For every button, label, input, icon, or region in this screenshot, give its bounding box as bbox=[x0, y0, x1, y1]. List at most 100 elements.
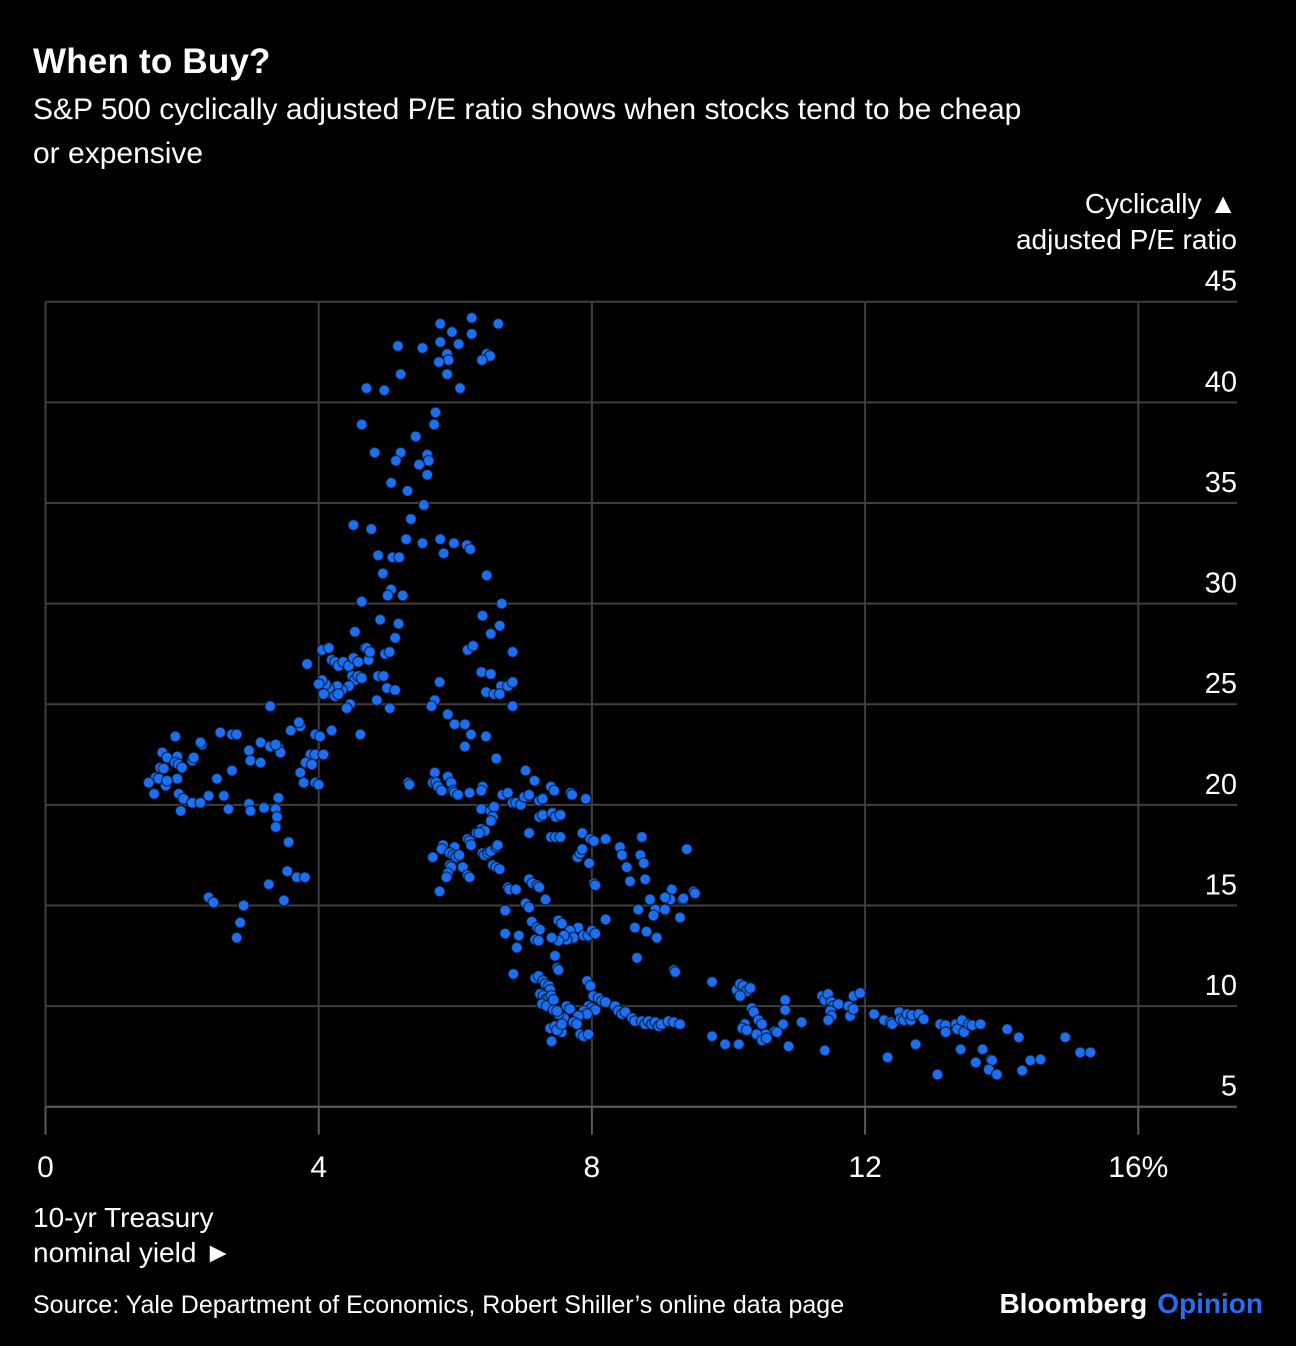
data-point bbox=[954, 1043, 967, 1056]
data-point bbox=[491, 838, 504, 852]
data-point bbox=[269, 820, 282, 834]
data-point bbox=[990, 1068, 1004, 1081]
data-point bbox=[576, 826, 589, 840]
data-point bbox=[355, 595, 368, 608]
x-axis-caption-line-2: nominal yield ► bbox=[33, 1237, 232, 1268]
data-point bbox=[506, 700, 519, 713]
data-point bbox=[779, 1003, 792, 1017]
data-point bbox=[169, 730, 182, 743]
data-point bbox=[426, 851, 439, 864]
data-point bbox=[484, 814, 497, 828]
data-point bbox=[512, 929, 525, 942]
data-point bbox=[554, 830, 567, 844]
data-point bbox=[475, 784, 488, 797]
data-point bbox=[464, 838, 478, 852]
data-point bbox=[447, 537, 461, 550]
data-point bbox=[332, 687, 345, 701]
data-point bbox=[554, 808, 567, 822]
data-point bbox=[632, 903, 645, 916]
data-point bbox=[434, 533, 447, 546]
data-point bbox=[484, 667, 497, 681]
data-point bbox=[658, 903, 672, 916]
data-point bbox=[740, 1024, 754, 1037]
data-point bbox=[476, 609, 489, 622]
data-point bbox=[623, 875, 637, 888]
data-point bbox=[465, 311, 478, 324]
data-point bbox=[463, 871, 476, 884]
data-point bbox=[157, 762, 170, 775]
data-point bbox=[755, 1018, 769, 1031]
data-point bbox=[347, 518, 360, 532]
data-point bbox=[584, 979, 597, 993]
data-point bbox=[563, 1002, 577, 1016]
data-point bbox=[416, 341, 429, 355]
data-point bbox=[650, 931, 663, 944]
data-point bbox=[583, 857, 596, 870]
data-point bbox=[931, 1068, 944, 1081]
data-point bbox=[452, 337, 465, 351]
data-point bbox=[312, 778, 325, 791]
data-point bbox=[545, 1035, 558, 1048]
data-point bbox=[733, 989, 747, 1003]
data-point bbox=[628, 921, 642, 934]
data-point bbox=[453, 848, 466, 862]
data-point bbox=[258, 801, 271, 814]
data-point bbox=[680, 842, 693, 856]
data-point bbox=[1024, 1054, 1037, 1067]
data-point bbox=[363, 645, 377, 659]
data-point bbox=[854, 986, 867, 1000]
data-point bbox=[314, 730, 327, 743]
data-point bbox=[528, 774, 541, 787]
data-point bbox=[465, 327, 478, 341]
x-tick-label-0: 0 bbox=[37, 1151, 54, 1184]
data-point bbox=[550, 1004, 564, 1018]
data-point bbox=[297, 776, 310, 789]
data-point bbox=[298, 871, 312, 884]
data-point bbox=[305, 758, 319, 771]
data-point bbox=[441, 708, 454, 721]
data-point bbox=[202, 789, 215, 802]
data-point bbox=[637, 857, 650, 870]
data-point bbox=[234, 916, 247, 929]
data-point bbox=[301, 657, 314, 671]
data-point bbox=[847, 1002, 860, 1016]
data-point bbox=[509, 883, 523, 896]
data-point bbox=[867, 1007, 881, 1021]
data-point bbox=[389, 454, 403, 467]
data-point bbox=[533, 923, 547, 936]
x-axis-caption-line-1: 10-yr Treasury bbox=[33, 1202, 214, 1233]
data-point bbox=[272, 791, 285, 804]
data-point bbox=[317, 748, 330, 761]
data-point bbox=[262, 878, 275, 891]
data-point bbox=[506, 645, 519, 659]
data-point bbox=[547, 993, 560, 1007]
data-point bbox=[294, 766, 307, 779]
data-point bbox=[383, 702, 396, 715]
data-point bbox=[576, 842, 589, 856]
y-axis-caption: Cyclically ▲ adjusted P/E ratio bbox=[1016, 186, 1237, 258]
data-point bbox=[383, 645, 396, 659]
data-point bbox=[161, 774, 174, 787]
data-point bbox=[421, 468, 434, 481]
data-point bbox=[1016, 1064, 1029, 1077]
x-tick-label-8: 8 bbox=[584, 1151, 601, 1184]
data-point bbox=[532, 934, 545, 947]
data-point bbox=[658, 891, 672, 904]
data-point bbox=[705, 1030, 719, 1043]
data-point bbox=[539, 893, 552, 906]
data-point bbox=[635, 830, 648, 844]
chart-footer: Source: Yale Department of Economics, Ro… bbox=[33, 1288, 1263, 1320]
data-point bbox=[582, 1028, 595, 1041]
data-point bbox=[269, 738, 282, 751]
data-point bbox=[270, 810, 284, 824]
data-point bbox=[194, 796, 207, 809]
data-point bbox=[281, 865, 294, 878]
data-point bbox=[473, 826, 486, 840]
data-point bbox=[355, 418, 368, 431]
data-point bbox=[389, 683, 402, 697]
data-point bbox=[548, 949, 562, 962]
data-point bbox=[372, 549, 385, 562]
data-point bbox=[225, 764, 239, 777]
bloomberg-wordmark: Bloomberg bbox=[999, 1288, 1148, 1319]
data-point bbox=[484, 627, 497, 640]
